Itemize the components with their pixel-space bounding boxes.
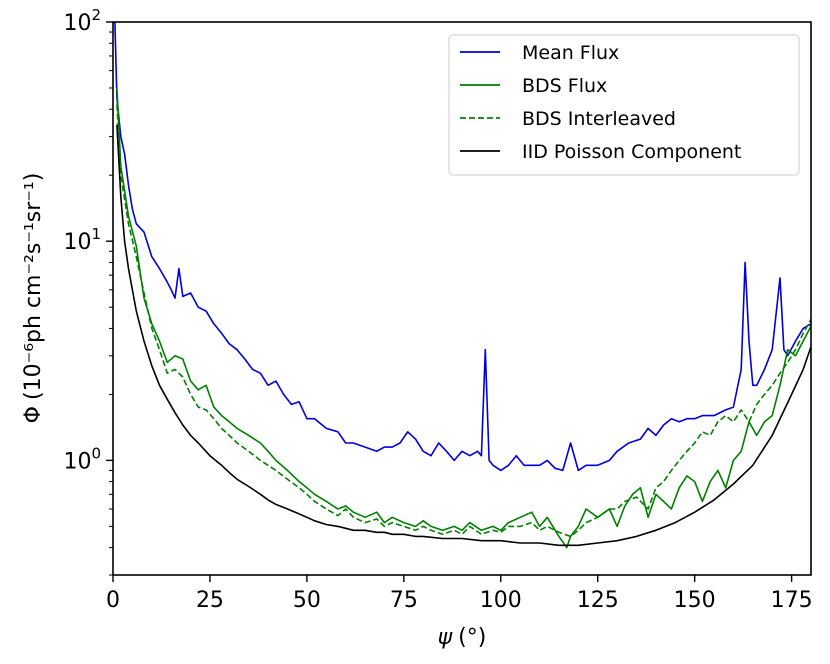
legend-label: BDS Flux — [522, 75, 607, 97]
x-axis-unit: (°) — [458, 625, 486, 650]
x-axis-symbol: ψ — [438, 625, 453, 650]
x-tick-label: 50 — [293, 588, 321, 613]
x-tick-label: 0 — [106, 588, 120, 613]
y-axis-symbol: Φ — [21, 406, 46, 423]
series-line-1 — [116, 87, 811, 549]
legend-label: Mean Flux — [522, 42, 619, 64]
x-tick-label: 75 — [390, 588, 418, 613]
legend-label: BDS Interleaved — [522, 108, 676, 130]
x-tick-label: 25 — [196, 588, 224, 613]
x-axis: 0 25 50 75 100 125 150 175 — [106, 575, 813, 613]
y-tick-base: 10 — [63, 230, 91, 255]
y-tick-exponent: 2 — [91, 6, 101, 24]
y-tick-label: 102 — [63, 6, 101, 36]
y-tick-label: 100 — [63, 444, 101, 474]
x-tick-label: 125 — [577, 588, 619, 613]
y-tick-base: 10 — [63, 449, 91, 474]
x-axis-label: ψ (°) — [438, 625, 487, 650]
series-layer — [114, 22, 811, 549]
legend-label: IID Poisson Component — [522, 141, 741, 163]
y-tick-exponent: 1 — [91, 225, 101, 243]
y-tick-base: 10 — [63, 11, 91, 36]
y-axis-label: Φ (10⁻⁶ph cm⁻²s⁻¹sr⁻¹) — [21, 173, 46, 424]
y-axis-unit: (10⁻⁶ph cm⁻²s⁻¹sr⁻¹) — [21, 173, 46, 400]
series-line-0 — [114, 22, 811, 472]
series-line-3 — [116, 124, 811, 547]
legend: Mean Flux BDS Flux BDS Interleaved IID Pois… — [448, 34, 800, 176]
legend-box — [448, 34, 800, 176]
x-tick-label: 175 — [771, 588, 813, 613]
x-tick-label: 100 — [480, 588, 522, 613]
series-line-2 — [116, 104, 811, 538]
x-tick-label: 150 — [674, 588, 716, 613]
y-tick-label: 101 — [63, 225, 101, 255]
plot-frame — [112, 21, 812, 576]
y-tick-exponent: 0 — [91, 444, 101, 462]
